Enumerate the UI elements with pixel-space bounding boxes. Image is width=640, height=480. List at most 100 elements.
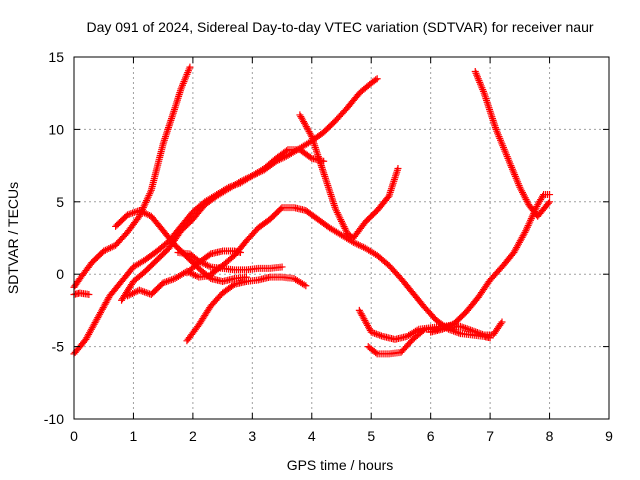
data-point [191, 271, 199, 279]
data-point [186, 63, 194, 71]
x-tick-label: 6 [427, 428, 435, 444]
series-track-15 [471, 67, 554, 220]
data-point [139, 208, 147, 216]
data-point [163, 278, 171, 286]
data-point [539, 192, 547, 200]
data-point [168, 276, 176, 284]
data-point [377, 332, 385, 340]
x-tick-label: 1 [130, 428, 138, 444]
data-point [146, 290, 154, 298]
data-point [130, 208, 138, 216]
data-point [240, 176, 248, 184]
data-point [248, 172, 256, 180]
data-point [373, 75, 381, 83]
data-point [372, 349, 380, 357]
data-point [229, 281, 237, 289]
data-point [253, 169, 261, 177]
data-point [440, 324, 448, 332]
data-point [281, 153, 289, 161]
data-point [300, 281, 308, 289]
data-point [164, 277, 172, 285]
data-point [105, 245, 113, 253]
data-point [276, 156, 284, 164]
data-point [277, 155, 285, 163]
data-point [439, 325, 447, 333]
x-tick-label: 2 [189, 428, 197, 444]
data-point [354, 241, 362, 249]
data-point [472, 328, 480, 336]
data-point [130, 289, 138, 297]
data-point [369, 329, 377, 337]
data-point [461, 324, 469, 332]
data-point [447, 321, 455, 329]
x-tick-label: 0 [70, 428, 78, 444]
data-point [463, 325, 471, 333]
data-point [278, 263, 286, 271]
data-point [247, 173, 255, 181]
data-point [205, 262, 213, 270]
data-point [376, 331, 384, 339]
data-point [356, 242, 364, 250]
data-point [546, 198, 554, 206]
data-point [144, 211, 152, 219]
plot-frame [73, 56, 610, 420]
y-tick-label: -10 [44, 411, 64, 427]
data-point [142, 210, 150, 218]
data-point [137, 207, 145, 215]
series-track-14 [427, 191, 554, 336]
data-point [140, 288, 148, 296]
data-point [358, 242, 366, 250]
data-point [142, 289, 150, 297]
data-point [544, 199, 552, 207]
x-axis-title: GPS time / hours [287, 457, 394, 473]
data-point [100, 247, 108, 255]
series-track-16 [456, 318, 506, 339]
y-tick-label: -5 [52, 339, 65, 355]
data-point [252, 170, 260, 178]
data-point [202, 260, 210, 268]
data-point [521, 228, 529, 236]
series-track-11 [296, 111, 402, 242]
x-tick-label: 4 [308, 428, 316, 444]
data-point [460, 324, 468, 332]
data-point [367, 328, 375, 336]
data-point [419, 326, 427, 334]
data-point [372, 76, 380, 84]
data-point [467, 326, 475, 334]
data-point [166, 276, 174, 284]
data-point [238, 177, 246, 185]
x-tick-label: 7 [486, 428, 494, 444]
data-point [140, 209, 148, 217]
data-point [456, 322, 464, 330]
data-point [135, 206, 143, 214]
data-point [137, 287, 145, 295]
series-track-3 [70, 289, 93, 298]
y-tick-label: 10 [48, 121, 64, 137]
data-point [497, 320, 505, 328]
data-point [257, 168, 265, 176]
data-point [351, 239, 359, 247]
grid [74, 57, 609, 419]
data-point [465, 325, 473, 333]
data-point [108, 243, 116, 251]
data-point [272, 157, 280, 165]
data-point [236, 178, 244, 186]
data-point [546, 191, 554, 199]
data-point [277, 205, 285, 213]
data-point [255, 168, 263, 176]
data-point [245, 173, 253, 181]
data-point [445, 322, 453, 330]
data-point [103, 245, 111, 253]
data-point [306, 153, 314, 161]
data-point [139, 287, 147, 295]
data-point [473, 329, 481, 337]
series-track-2 [70, 63, 194, 291]
series-track-10 [207, 204, 494, 342]
data-point [132, 288, 140, 296]
data-point [124, 211, 131, 219]
data-point [478, 330, 486, 338]
data-point [470, 327, 478, 335]
data-point [242, 175, 250, 183]
